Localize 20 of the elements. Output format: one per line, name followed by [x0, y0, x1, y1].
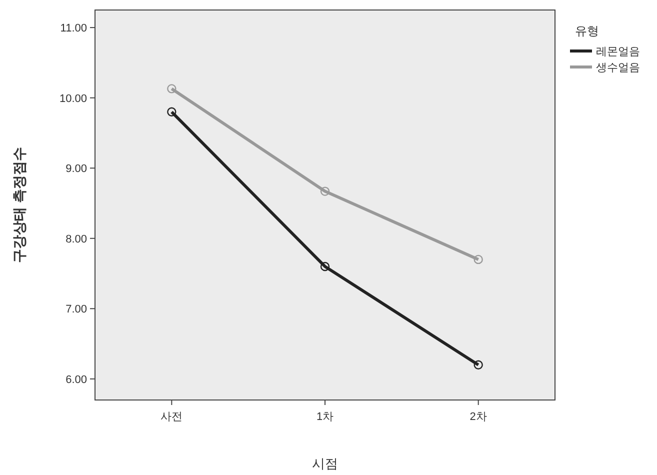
y-tick-label: 6.00	[66, 374, 87, 386]
x-tick-label: 2차	[470, 411, 487, 423]
x-tick-label: 1차	[316, 411, 334, 423]
point	[167, 84, 176, 94]
y-tick-label: 11.00	[60, 22, 87, 35]
x-tick-label: 사전	[160, 411, 183, 423]
point	[320, 262, 330, 272]
y-tick-label: 8.00	[66, 233, 87, 246]
legend-title: 유형	[575, 24, 599, 38]
point	[474, 360, 483, 370]
point	[474, 254, 483, 264]
y-tick-label: 9.00	[66, 163, 87, 176]
legend-label: 생수얼음	[596, 62, 640, 74]
point	[320, 186, 330, 196]
x-axis-title: 시점	[312, 456, 338, 471]
y-tick-label: 7.00	[66, 304, 87, 316]
legend-label: 레몬얼음	[596, 46, 640, 58]
point	[167, 107, 176, 116]
y-axis-title: 구강상태 측정점수	[11, 147, 27, 263]
y-tick-label: 10.00	[59, 92, 87, 105]
